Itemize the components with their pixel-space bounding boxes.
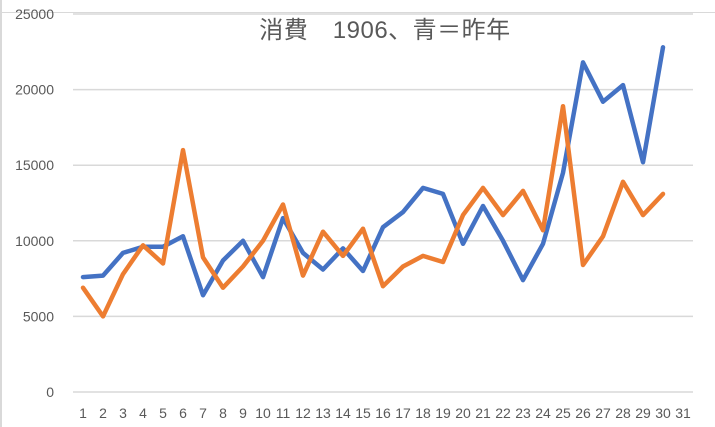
x-tick-label: 13: [315, 405, 331, 421]
y-tick-label: 5000: [23, 308, 54, 324]
x-tick-label: 14: [335, 405, 351, 421]
x-tick-label: 17: [395, 405, 411, 421]
x-tick-label: 5: [159, 405, 167, 421]
x-tick-label: 18: [415, 405, 431, 421]
x-tick-label: 4: [139, 405, 147, 421]
y-tick-label: 10000: [15, 233, 54, 249]
x-tick-label: 23: [515, 405, 531, 421]
x-tick-label: 27: [595, 405, 611, 421]
x-tick-label: 3: [119, 405, 127, 421]
x-tick-label: 30: [655, 405, 671, 421]
x-tick-label: 15: [355, 405, 371, 421]
y-tick-label: 15000: [15, 157, 54, 173]
chart-title: 消費 1906、青＝昨年: [259, 17, 511, 44]
x-tick-label: 10: [255, 405, 271, 421]
x-tick-label: 31: [675, 405, 691, 421]
x-tick-label: 21: [475, 405, 491, 421]
x-tick-label: 25: [555, 405, 571, 421]
x-tick-label: 26: [575, 405, 591, 421]
x-tick-label: 11: [276, 405, 291, 421]
x-tick-label: 22: [495, 405, 511, 421]
x-tick-label: 9: [239, 405, 247, 421]
y-tick-label: 20000: [15, 82, 54, 98]
x-tick-label: 24: [535, 405, 551, 421]
x-tick-label: 16: [375, 405, 391, 421]
x-tick-label: 2: [99, 405, 107, 421]
series-line-orange: [80, 103, 666, 319]
series-line-blue: [80, 45, 666, 298]
x-tick-label: 20: [455, 405, 471, 421]
y-tick-label: 25000: [15, 6, 54, 22]
x-tick-label: 6: [179, 405, 187, 421]
x-tick-label: 28: [615, 405, 631, 421]
x-tick-label: 8: [219, 405, 227, 421]
x-tick-label: 19: [435, 405, 451, 421]
x-tick-label: 29: [635, 405, 651, 421]
y-tick-label: 0: [46, 384, 54, 400]
x-tick-label: 12: [295, 405, 311, 421]
chart-border-top: [0, 12, 715, 13]
x-tick-label: 1: [79, 405, 87, 421]
chart-border-left: [0, 0, 2, 427]
x-tick-label: 7: [199, 405, 207, 421]
